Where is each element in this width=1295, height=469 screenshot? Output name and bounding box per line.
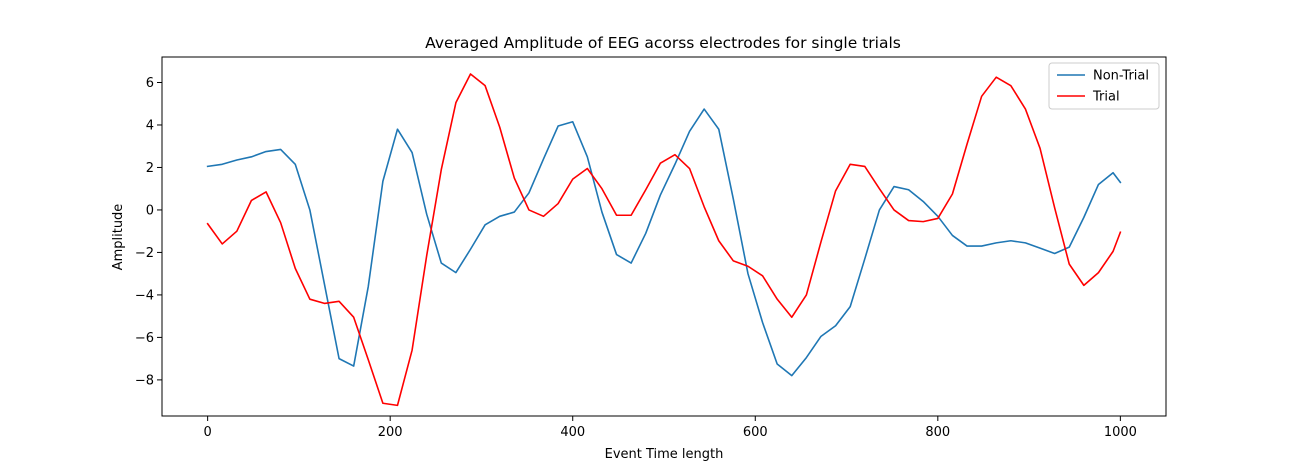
x-tick-label: 1000 — [1104, 425, 1137, 440]
y-tick-label: 2 — [146, 161, 154, 176]
x-axis: 0 200 400 600 800 1000 — [203, 416, 1137, 440]
axes-frame — [161, 56, 1167, 417]
legend-label: Non-Trial — [1093, 69, 1149, 84]
x-tick-label: 600 — [743, 425, 768, 440]
y-tick-label: −8 — [135, 373, 154, 388]
y-tick-label: 0 — [146, 203, 154, 218]
series-line-non-trial — [206, 108, 1122, 377]
legend: Non-Trial Trial — [1048, 62, 1160, 110]
y-tick-label: −4 — [135, 288, 154, 303]
x-tick-label: 400 — [560, 425, 585, 440]
y-tick-label: −6 — [135, 331, 154, 346]
x-tick-label: 200 — [378, 425, 403, 440]
y-axis-label: Amplitude — [111, 204, 126, 271]
series-line-trial — [206, 73, 1122, 407]
y-axis: −8 −6 −4 −2 0 2 4 6 — [135, 76, 162, 388]
legend-label: Trial — [1092, 90, 1120, 105]
x-tick-label: 0 — [203, 425, 211, 440]
x-tick-label: 800 — [925, 425, 950, 440]
y-tick-label: 6 — [146, 76, 154, 91]
x-axis-label: Event Time length — [605, 447, 724, 462]
chart-title: Averaged Amplitude of EEG acorss electro… — [425, 34, 901, 52]
y-tick-label: 4 — [146, 118, 154, 133]
plot-area — [206, 73, 1122, 407]
y-tick-label: −2 — [135, 246, 154, 261]
